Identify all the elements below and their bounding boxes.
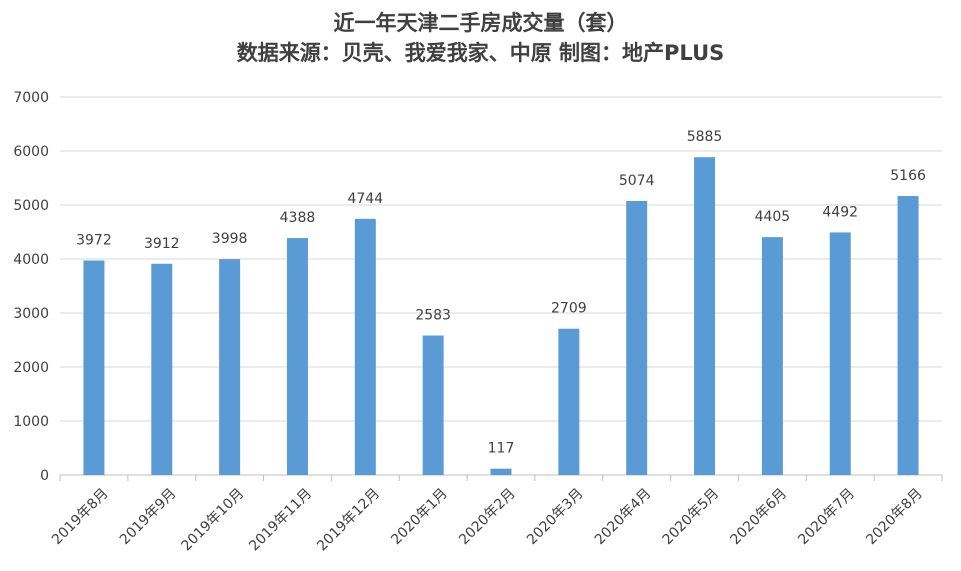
bar	[422, 335, 444, 475]
data-label: 3998	[212, 231, 248, 247]
bar	[151, 263, 173, 475]
x-tick-label: 2020年2月	[456, 485, 519, 548]
x-tick-label: 2020年3月	[524, 485, 587, 548]
bar	[490, 468, 512, 475]
chart-subtitle: 数据来源：贝壳、我爱我家、中原 制图：地产PLUS	[236, 41, 725, 65]
x-tick-label: 2020年8月	[863, 485, 926, 548]
y-tick-label: 1000	[13, 414, 49, 430]
y-tick-label: 0	[40, 468, 49, 484]
data-label: 4405	[755, 209, 791, 225]
y-tick-label: 3000	[13, 306, 49, 322]
data-label: 4492	[822, 204, 858, 220]
x-tick-label: 2020年1月	[388, 485, 451, 548]
bar	[219, 259, 241, 475]
bar	[829, 232, 851, 475]
x-tick-label: 2020年5月	[660, 485, 723, 548]
data-label: 5074	[619, 173, 655, 189]
x-tick-label: 2020年6月	[728, 485, 791, 548]
y-tick-label: 5000	[13, 198, 49, 214]
bar	[558, 328, 580, 475]
bar	[626, 201, 648, 475]
data-label: 3972	[76, 233, 112, 249]
x-tick-label: 2019年8月	[49, 485, 112, 548]
bar	[286, 238, 308, 475]
bar	[694, 157, 716, 475]
y-tick-label: 7000	[13, 90, 49, 106]
x-tick-label: 2020年4月	[592, 485, 655, 548]
bar	[897, 196, 919, 475]
data-label: 117	[488, 441, 515, 457]
data-label: 5885	[687, 129, 723, 145]
x-tick-label: 2019年12月	[314, 485, 383, 554]
y-tick-label: 6000	[13, 144, 49, 160]
data-label: 4388	[280, 210, 316, 226]
chart-title: 近一年天津二手房成交量（套）	[333, 11, 628, 35]
data-label: 2583	[415, 308, 451, 324]
y-tick-label: 4000	[13, 252, 49, 268]
x-tick-label: 2019年9月	[117, 485, 180, 548]
data-label: 5166	[890, 168, 926, 184]
bar	[83, 260, 105, 475]
x-tick-label: 2019年10月	[178, 485, 247, 554]
data-label: 3912	[144, 236, 180, 252]
x-tick-label: 2020年7月	[795, 485, 858, 548]
bar	[354, 218, 376, 475]
x-tick-label: 2019年11月	[246, 485, 315, 554]
data-label: 4744	[347, 191, 383, 207]
data-label: 2709	[551, 301, 587, 317]
bar	[761, 237, 783, 475]
y-tick-label: 2000	[13, 360, 49, 376]
